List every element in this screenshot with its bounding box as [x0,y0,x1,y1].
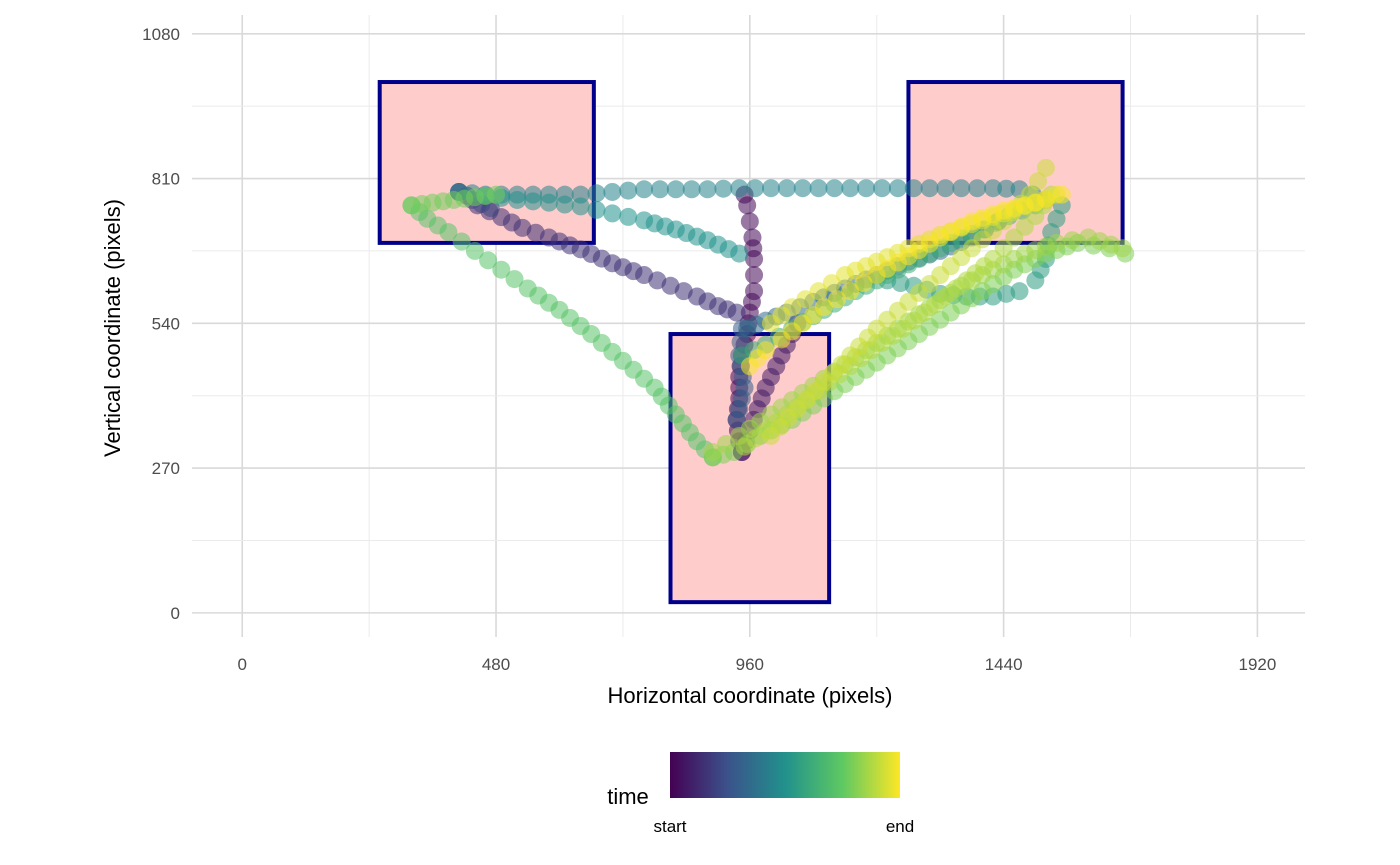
gaze-point [730,179,749,198]
gaze-point [793,179,812,198]
tick-labels: 0 480 960 1440 1920 0 270 540 810 1080 [142,25,1276,674]
gaze-point [635,180,654,199]
y-tick-label: 0 [171,604,180,623]
gaze-point [703,443,722,462]
gaze-point [587,200,606,219]
gaze-point [1047,233,1066,252]
gaze-point [452,232,471,251]
gaze-point [1052,185,1071,204]
gaze-point [746,179,765,198]
gaze-point [650,180,669,199]
gaze-point [740,212,759,231]
gaze-point [619,181,638,200]
gaze-point [439,223,458,242]
gaze-point [505,270,524,289]
gaze-point [571,197,590,216]
gaze-point [841,179,860,198]
gaze-point [796,290,815,309]
gaze-point [730,244,749,263]
gaze-point [666,180,685,199]
x-tick-label: 1920 [1238,655,1276,674]
gaze-point [619,207,638,226]
y-tick-label: 270 [152,459,180,478]
gaze-point [888,179,907,198]
y-tick-label: 810 [152,170,180,189]
gaze-point [1036,158,1055,177]
gaze-point [920,179,939,198]
legend-colorbar [670,752,900,798]
gaze-point [777,179,796,198]
gaze-point [825,179,844,198]
gaze-point [698,180,717,199]
legend-title: time [607,784,649,809]
y-tick-label: 1080 [142,25,180,44]
gaze-point [1113,239,1132,258]
gaze-point [984,179,1003,198]
gaze-point [822,274,841,293]
gaze-point [756,341,775,360]
gaze-point [873,179,892,198]
gaze-point [682,180,701,199]
gaze-point [828,290,847,309]
gaze-point [997,179,1016,198]
x-tick-label: 0 [237,655,246,674]
gaze-point [809,282,828,301]
gaze-point [465,241,484,260]
gaze-point [555,195,574,214]
y-axis-title: Vertical coordinate (pixels) [100,199,125,457]
gaze-point [479,251,498,270]
gaze-point [1026,271,1045,290]
gaze-point [524,192,543,211]
gaze-point [587,184,606,203]
gaze-point [508,190,527,209]
gaze-point [854,274,873,293]
gaze-point [968,179,987,198]
gaze-point [714,179,733,198]
gaze-point [814,298,833,317]
gaze-point [809,179,828,198]
gaze-point [603,182,622,201]
gaze-point [539,193,558,212]
gaze-point [1028,172,1047,191]
legend-max-label: end [886,817,914,836]
gaze-point [603,204,622,223]
areas-of-interest [377,80,1125,605]
gaze-point [487,185,506,204]
gaze-points [402,158,1135,467]
gaze-point [936,179,955,198]
gaze-point [745,249,764,268]
gaze-point [761,179,780,198]
x-tick-label: 960 [736,655,764,674]
gaze-point [717,434,736,453]
gaze-point [952,179,971,198]
gaze-point [492,260,511,279]
gaze-point [783,298,802,317]
gaze-point [1063,231,1082,250]
gaze-point [1036,190,1055,209]
gaze-point [738,196,757,215]
gaze-point [745,266,764,285]
legend-min-label: start [653,817,686,836]
gaze-point [731,333,750,352]
gaze-point [904,179,923,198]
gaze-point [841,282,860,301]
gaze-point [857,179,876,198]
x-axis-title: Horizontal coordinate (pixels) [608,683,893,708]
x-tick-label: 1440 [985,655,1023,674]
x-tick-label: 480 [482,655,510,674]
y-tick-label: 540 [152,314,180,333]
